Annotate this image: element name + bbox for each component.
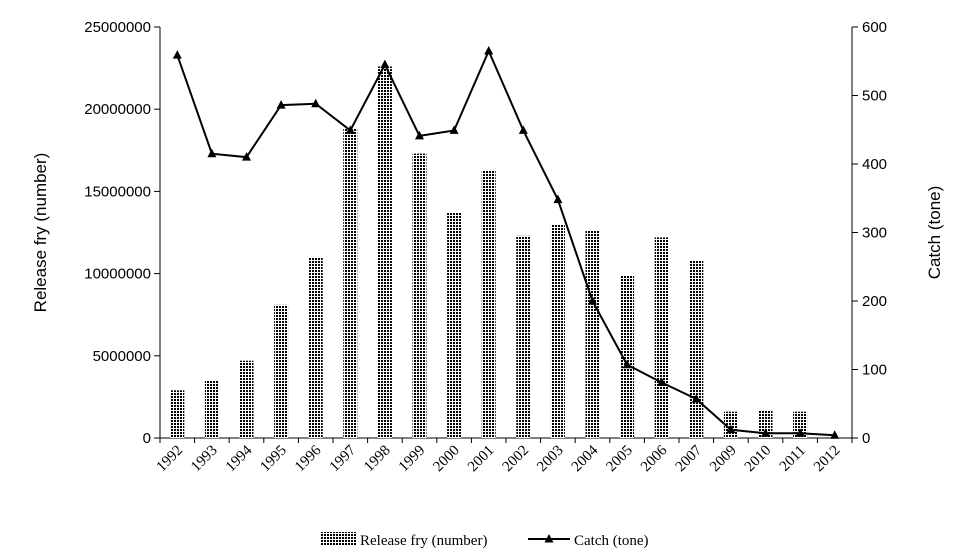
x-tick-label: 2007 xyxy=(673,442,706,475)
line-point xyxy=(207,148,217,158)
labels-layer: 0 5000000 10000000 15000000 20000000 25000000… xyxy=(31,19,944,475)
x-tick-label: 2012 xyxy=(811,443,844,476)
x-tick-label: 1999 xyxy=(396,443,429,476)
bar xyxy=(481,170,496,438)
line-point xyxy=(276,100,286,109)
y2-tick-label: 600 xyxy=(862,19,887,36)
bar xyxy=(516,235,531,438)
x-tick-label: 2009 xyxy=(707,443,740,476)
x-tick-label: 1995 xyxy=(257,443,290,476)
y2-tick-label: 400 xyxy=(862,156,887,173)
x-tick-label: 1994 xyxy=(223,442,256,475)
line-point xyxy=(795,428,805,437)
line-point xyxy=(311,98,321,108)
y2-axis-title: Catch (tone) xyxy=(925,186,944,280)
bar xyxy=(689,260,704,438)
line-point xyxy=(172,50,182,59)
y-tick-label: 25000000 xyxy=(84,19,151,36)
x-tick-label: 2002 xyxy=(500,443,533,476)
y-tick-label: 10000000 xyxy=(84,266,151,283)
catch-line xyxy=(176,48,835,437)
y2-tick-label: 100 xyxy=(862,362,887,379)
line-point xyxy=(242,152,251,161)
bar xyxy=(239,360,254,438)
bar xyxy=(412,153,427,438)
y2-tick-label: 200 xyxy=(862,293,887,310)
line-point xyxy=(415,130,424,140)
bars-layer xyxy=(170,66,808,439)
line-point xyxy=(622,359,632,369)
x-tick-label: 2000 xyxy=(430,443,463,476)
bar xyxy=(758,410,773,438)
line-point xyxy=(380,59,390,69)
line-point xyxy=(484,45,494,55)
x-tick-label: 1998 xyxy=(361,443,394,476)
bar xyxy=(343,128,358,439)
x-tick-label: 2004 xyxy=(569,442,602,475)
x-tick-label: 1992 xyxy=(154,443,187,476)
y2-tick-label: 300 xyxy=(862,225,887,242)
line-point xyxy=(588,296,597,305)
y2-tick-label: 0 xyxy=(862,430,870,447)
y-axis-title: Release fry (number) xyxy=(31,153,50,313)
bar xyxy=(550,224,565,438)
line-point xyxy=(726,424,736,434)
line-point xyxy=(449,125,459,134)
line-point xyxy=(518,125,528,134)
line-point xyxy=(830,430,840,439)
line-point xyxy=(761,428,770,437)
legend: Release fry (number) Catch (tone) xyxy=(321,532,649,549)
bar xyxy=(274,304,289,438)
legend-swatch-marker xyxy=(544,534,554,543)
y-tick-label: 5000000 xyxy=(93,348,151,365)
legend-label-bar: Release fry (number) xyxy=(360,533,487,549)
x-tick-label: 2011 xyxy=(777,443,809,475)
x-tick-label: 1997 xyxy=(327,442,360,475)
bar xyxy=(620,275,635,438)
line-point xyxy=(657,377,667,387)
bar xyxy=(447,212,462,438)
bar xyxy=(170,390,185,438)
x-tick-label: 1996 xyxy=(292,442,325,475)
y2-tick-label: 500 xyxy=(862,88,887,105)
line-layer xyxy=(172,45,840,439)
legend-swatch-bar xyxy=(321,532,357,546)
y-tick-label: 20000000 xyxy=(84,101,151,118)
bar xyxy=(377,66,392,439)
bar xyxy=(204,380,219,438)
x-tick-label: 2006 xyxy=(638,442,671,475)
y-tick-label: 0 xyxy=(143,430,151,447)
line-point xyxy=(691,393,701,403)
legend-label-line: Catch (tone) xyxy=(574,533,649,549)
x-tick-label: 2003 xyxy=(534,443,567,476)
bar xyxy=(793,411,808,438)
bar xyxy=(654,237,669,438)
line-point xyxy=(345,125,355,134)
bar xyxy=(308,257,323,438)
y-tick-label: 15000000 xyxy=(84,183,151,200)
x-tick-label: 1993 xyxy=(188,443,221,476)
x-tick-label: 2001 xyxy=(465,443,498,476)
x-tick-label: 2005 xyxy=(603,443,636,476)
x-tick-label: 2010 xyxy=(742,443,775,476)
bar xyxy=(585,230,600,438)
line-point xyxy=(553,194,563,204)
